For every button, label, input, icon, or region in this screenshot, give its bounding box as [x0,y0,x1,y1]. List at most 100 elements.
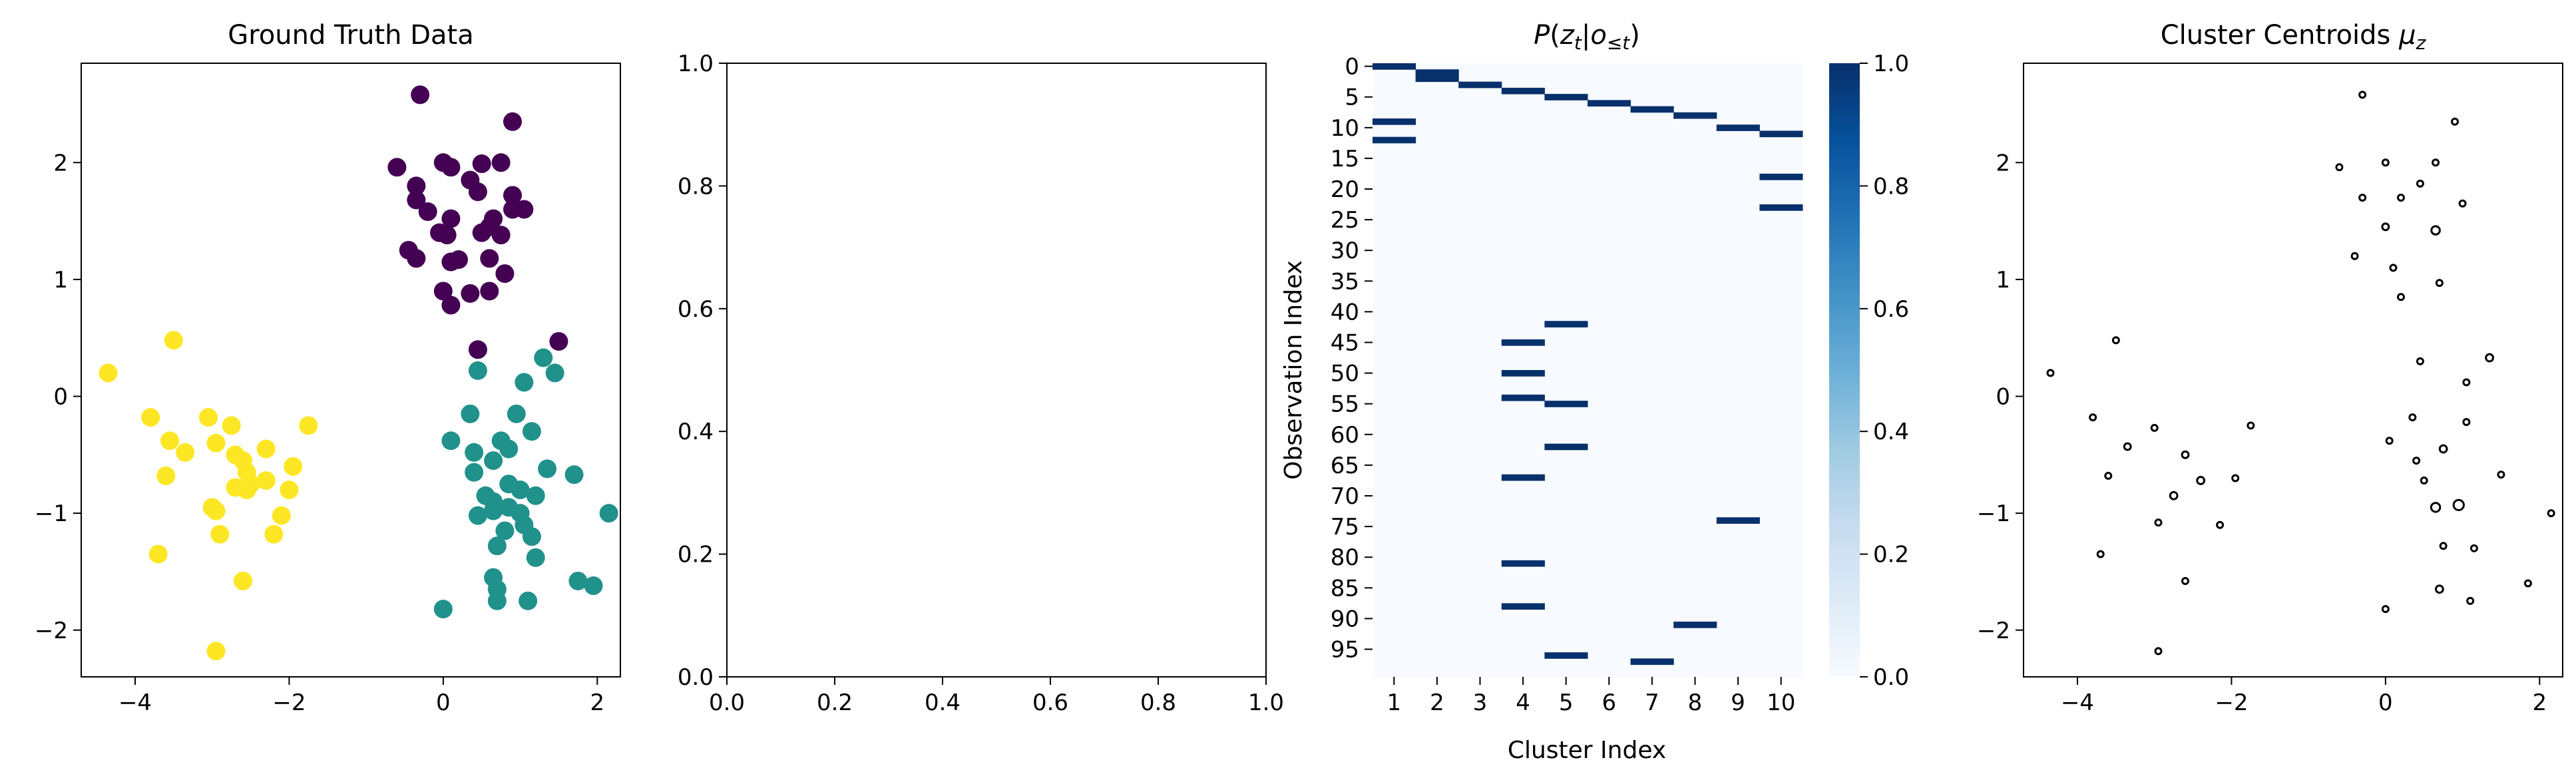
gt-0-ytick-label: −1 [35,500,68,527]
heatmap-cell [1415,75,1459,83]
empty-1-xtick-label: 0.2 [817,689,853,716]
centroid-marker [2335,163,2344,172]
heatmap-ytick-label: 35 [1331,268,1359,295]
heatmap-cell [1458,81,1502,89]
ground-truth-point [584,576,603,596]
ground-truth-point [511,481,530,500]
centroids-3-ytick-label: −2 [1977,618,2010,644]
heatmap-cell [1544,652,1588,659]
ground-truth-point [234,571,252,590]
ground-truth-point [484,501,503,520]
ground-truth-point [441,295,461,315]
centroid-marker [2154,518,2163,527]
colorbar-tick-label: 0.2 [1873,542,1909,568]
centroid-marker [2231,474,2240,483]
ground-truth-point [522,527,541,546]
ground-truth-point [206,501,226,520]
heatmap-ytick-label: 60 [1331,422,1359,449]
ground-truth-point [534,348,553,367]
centroid-marker [2381,222,2390,232]
centroid-marker [2089,413,2097,422]
centroid-marker [2397,293,2405,301]
heatmap-cell [1373,63,1416,70]
heatmap-ytick-label: 25 [1331,207,1359,234]
heatmap-xtick-label: 6 [1602,689,1616,716]
centroids-3-xtick-label: 2 [2532,689,2547,716]
ground-truth-point [407,249,426,268]
centroid-marker [2420,476,2428,485]
centroid-marker [2397,193,2405,202]
ground-truth-point [99,363,118,383]
ground-truth-point [441,209,461,228]
centroid-marker [2466,596,2475,605]
ground-truth-point [495,264,515,284]
heatmap-xtick-label: 7 [1645,689,1659,716]
ground-truth-point [495,521,515,540]
centroid-marker [2485,353,2494,363]
ground-truth-point [164,331,183,350]
ground-truth-point [418,202,437,222]
heatmap-cell [1716,124,1760,131]
empty-1-ytick-label: 1.0 [678,51,714,77]
heatmap-title: P(zt|o≤t) [1534,20,1640,54]
empty-1-ytick-label: 0.0 [678,664,714,691]
centroid-marker [2358,91,2367,99]
ground-truth-point [515,200,534,219]
centroid-marker [2181,576,2189,585]
ground-truth-point [480,282,499,301]
ground-truth-point [433,600,453,619]
heatmap-cell [1544,401,1588,407]
centroid-marker [2430,225,2441,236]
centroid-marker [2169,490,2179,500]
empty-1-xtick-label: 0.8 [1140,689,1176,716]
ground-truth-axes-frame [81,63,621,678]
ground-truth-point [441,158,461,177]
ground-truth-point [468,506,487,525]
heatmap-cell [1544,321,1588,327]
centroids-3-ytick-label: 1 [1996,267,2010,294]
heatmap-ytick-label: 45 [1331,330,1359,357]
ground-truth-point [407,176,426,196]
centroid-marker [2123,442,2132,451]
ground-truth-point [437,226,457,245]
heatmap-cell [1588,100,1631,107]
centroid-marker [2458,199,2467,208]
heatmap-cell [1501,87,1545,95]
empty-1-xtick-label: 0.6 [1032,689,1068,716]
ground-truth-point [256,471,276,490]
ground-truth-title: Ground Truth Data [228,20,473,51]
colorbar-tick-label: 0.8 [1873,173,1909,200]
ground-truth-point [568,571,588,590]
centroid-marker [2430,502,2442,513]
heatmap-ytick-label: 80 [1331,544,1359,571]
ground-truth-point [499,439,519,459]
ground-truth-point [526,548,545,567]
heatmap-cell [1501,560,1545,567]
heatmap-cell [1373,118,1416,125]
centroids-3-ytick-label: 0 [1996,384,2010,411]
heatmap-xtick-label: 2 [1430,689,1444,716]
ground-truth-point [237,481,256,500]
heatmap-ytick-label: 70 [1331,483,1359,510]
ground-truth-point [487,591,507,610]
empty-1-xtick-label: 1.0 [1248,689,1284,716]
gt-0-xtick-label: 0 [436,689,451,716]
empty-1-ytick-label: 0.4 [678,419,714,445]
centroid-marker [2154,647,2163,656]
heatmap-xlabel: Cluster Index [1508,737,1666,764]
centroid-marker [2438,444,2448,454]
ground-truth-point [465,443,484,462]
ground-truth-point [256,439,276,459]
ground-truth-point [299,416,318,435]
centroid-marker [2451,117,2459,126]
colorbar-tick-label: 1.0 [1873,51,1909,77]
gt-0-ytick-label: −2 [35,618,68,644]
centroid-marker [2358,193,2367,202]
centroids-panel: Cluster Centroids μz −4 −2 0 2 −2 −1 0 1 2 [1977,20,2563,716]
heatmap-cell [1673,622,1717,628]
gt-0-xtick-label: −2 [272,689,306,716]
centroid-points [2046,91,2555,656]
heatmap-xtick-label: 1 [1387,689,1401,716]
ground-truth-point [148,544,168,564]
centroids-3-xtick-label: −2 [2215,689,2248,716]
